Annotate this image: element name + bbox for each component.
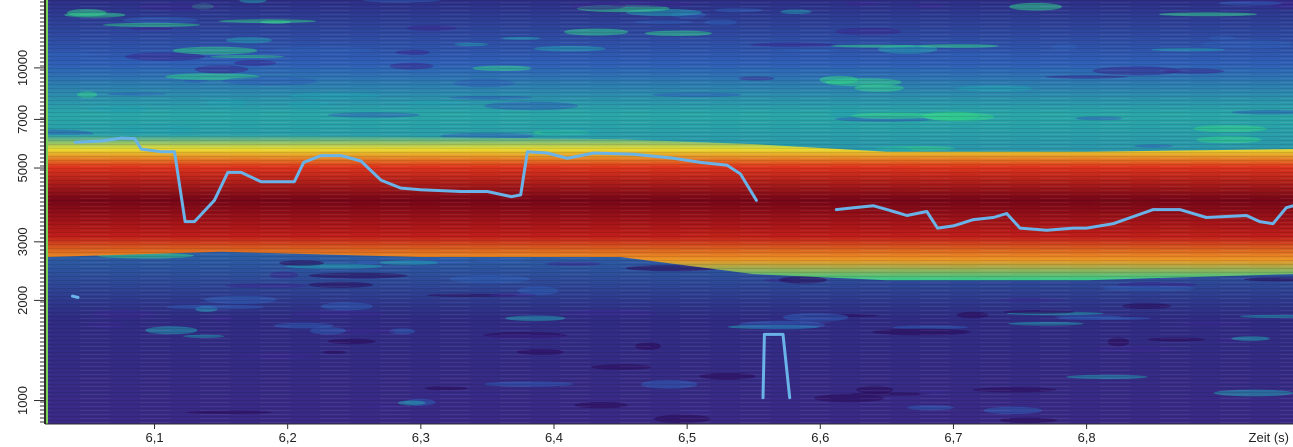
x-axis: 6,1 6,2 6,3 6,4 6,5 6,6 6,7 6,8 (145, 424, 1096, 445)
y-tick-label: 1000 (15, 386, 30, 415)
pitch-segment (834, 204, 1293, 232)
x-tick-label: 6,6 (811, 430, 829, 445)
x-tick-label: 6,5 (678, 430, 696, 445)
y-tick-label: 3000 (15, 227, 30, 256)
y-axis-panel (0, 0, 44, 424)
pitch-segment (761, 332, 792, 400)
pitch-segment (73, 136, 758, 224)
texture-overlay (48, 0, 1293, 424)
x-tick-label: 6,3 (412, 430, 430, 445)
x-tick-label: 6,8 (1078, 430, 1096, 445)
pitch-contour (71, 136, 1293, 400)
x-axis-label: Zeit (s) (1249, 430, 1289, 445)
pitch-segment (71, 294, 80, 299)
y-tick-label: 7000 (15, 105, 30, 134)
y-tick-label: 5000 (15, 154, 30, 183)
x-tick-label: 6,2 (279, 430, 297, 445)
y-tick-label: 2000 (15, 286, 30, 315)
x-tick-label: 6,4 (545, 430, 563, 445)
y-tick-label: 10000 (15, 50, 30, 86)
x-tick-label: 6,1 (145, 430, 163, 445)
x-axis-panel (0, 424, 1293, 447)
x-tick-label: 6,7 (944, 430, 962, 445)
y-axis: 1000 2000 3000 5000 7000 10000 (15, 50, 44, 415)
y-minor-ticks (40, 1, 44, 423)
